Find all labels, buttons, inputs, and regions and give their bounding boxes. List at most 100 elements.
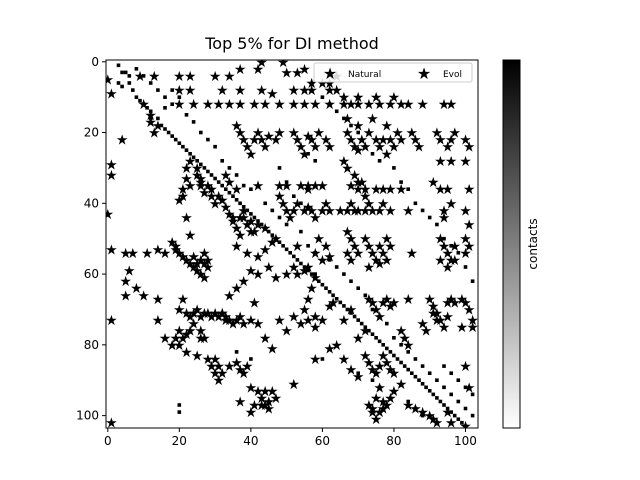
data-point-evol: ★	[420, 324, 433, 340]
contact-cell	[141, 74, 146, 78]
data-point-evol: ★	[345, 232, 358, 248]
data-point-evol: ★	[323, 249, 336, 265]
data-point-evol: ★	[173, 69, 186, 85]
contact-cell	[266, 229, 271, 234]
data-point-natural: ★	[370, 412, 383, 428]
data-point-evol: ★	[291, 65, 304, 81]
data-point-evol: ★	[402, 97, 415, 113]
contact-cell	[234, 350, 239, 354]
data-point-evol: ★	[466, 320, 479, 336]
data-point-evol: ★	[459, 359, 472, 375]
data-point-evol: ★	[445, 292, 458, 308]
data-point-evol: ★	[320, 239, 333, 255]
data-point-natural: ★	[234, 363, 247, 379]
contact-cell	[356, 130, 360, 135]
colorbar: contacts	[502, 59, 540, 429]
data-point-natural: ★	[209, 352, 222, 368]
contact-cell	[392, 353, 396, 358]
contact-cell	[131, 88, 135, 92]
data-point-evol: ★	[245, 147, 258, 163]
data-point-natural: ★	[363, 356, 376, 372]
data-point-natural: ★	[363, 398, 376, 414]
data-point-evol: ★	[288, 97, 301, 113]
contact-cell	[274, 236, 278, 241]
contact-cell	[199, 130, 203, 135]
contact-cell	[163, 106, 167, 110]
data-point-natural: ★	[416, 405, 429, 421]
data-point-evol: ★	[291, 239, 304, 255]
contact-cell	[313, 159, 317, 163]
legend-label-natural: Natural	[348, 70, 381, 80]
data-point-evol: ★	[441, 310, 454, 326]
data-point-natural: ★	[273, 313, 286, 329]
data-point-evol: ★	[295, 179, 308, 195]
data-point-natural: ★	[302, 313, 315, 329]
plot-area: ★ ★ ★ ★ ★ ★ ★ ★ ★ ★ ★ ★ ★ ★ ★ ★ ★ ★ ★ ★ ★ ★ ★ ★ ★ ★ ★ ★ ★ ★ ★ ★ ★ ★ ★ ★ ★ ★ ★ ★…	[76, 55, 479, 448]
contact-cell	[224, 187, 228, 191]
y-tick-label: 60	[84, 267, 99, 281]
data-point-natural: ★	[309, 352, 322, 368]
data-point-natural: ★	[152, 119, 165, 135]
data-point-natural: ★	[423, 409, 436, 425]
data-point-evol: ★	[363, 239, 376, 255]
data-point-evol: ★	[402, 203, 415, 219]
contact-cell	[184, 113, 189, 117]
data-point-natural: ★	[263, 260, 276, 276]
data-point-evol: ★	[323, 97, 336, 113]
data-point-evol: ★	[431, 306, 444, 322]
data-point-evol: ★	[395, 324, 408, 340]
contact-cell	[249, 357, 253, 361]
data-point-evol: ★	[259, 140, 272, 156]
data-point-natural: ★	[309, 320, 322, 336]
data-point-evol: ★	[341, 111, 354, 127]
y-tick-label: 40	[84, 196, 99, 210]
contact-cell	[170, 102, 174, 106]
data-point-natural: ★	[381, 356, 394, 372]
data-point-natural: ★	[198, 271, 211, 287]
data-point-natural: ★	[352, 370, 365, 386]
data-point-evol: ★	[441, 140, 454, 156]
data-point-natural: ★	[195, 310, 208, 326]
data-point-evol: ★	[316, 253, 329, 269]
contact-cell	[220, 183, 224, 188]
data-point-evol: ★	[223, 97, 236, 113]
data-point-evol: ★	[348, 203, 361, 219]
data-point-evol: ★	[459, 232, 472, 248]
contact-cell	[270, 208, 275, 213]
data-point-natural: ★	[445, 416, 458, 432]
data-point-natural: ★	[373, 380, 386, 396]
contact-map-layer	[116, 63, 475, 428]
contact-cell	[241, 205, 246, 209]
data-point-natural: ★	[234, 211, 247, 227]
contact-cell	[367, 328, 371, 333]
contact-cell	[302, 265, 307, 269]
data-point-evol: ★	[148, 69, 161, 85]
series-layer: ★ ★ ★ ★ ★ ★ ★ ★ ★ ★ ★ ★ ★ ★ ★ ★ ★ ★ ★ ★ ★ ★ ★ ★ ★ ★ ★ ★ ★ ★ ★ ★ ★ ★ ★ ★ ★ ★ ★ ★…	[105, 60, 479, 432]
data-point-natural: ★	[130, 281, 143, 297]
data-point-natural: ★	[223, 288, 236, 304]
data-point-evol: ★	[363, 260, 376, 276]
contact-cell	[420, 413, 425, 418]
data-point-natural: ★	[352, 331, 365, 347]
contact-cell	[456, 399, 461, 404]
data-point-natural: ★	[323, 341, 336, 357]
contact-cell	[270, 233, 275, 237]
contact-cell	[334, 265, 339, 269]
data-point-evol: ★	[345, 196, 358, 212]
data-point-natural: ★	[305, 281, 318, 297]
data-point-natural: ★	[198, 331, 211, 347]
contact-cell	[213, 144, 217, 149]
data-point-evol: ★	[187, 97, 200, 113]
data-point-evol: ★	[273, 179, 286, 195]
contact-cell	[256, 219, 260, 223]
data-point-natural: ★	[105, 416, 118, 432]
contact-cell	[342, 116, 346, 121]
data-point-natural: ★	[295, 317, 308, 333]
colorbar-label: contacts	[526, 218, 540, 269]
data-point-evol: ★	[173, 97, 186, 113]
data-point-natural: ★	[298, 264, 311, 280]
contact-cell	[284, 180, 289, 184]
data-point-natural: ★	[173, 246, 186, 262]
data-point-natural: ★	[202, 253, 215, 269]
data-point-natural: ★	[280, 267, 293, 283]
